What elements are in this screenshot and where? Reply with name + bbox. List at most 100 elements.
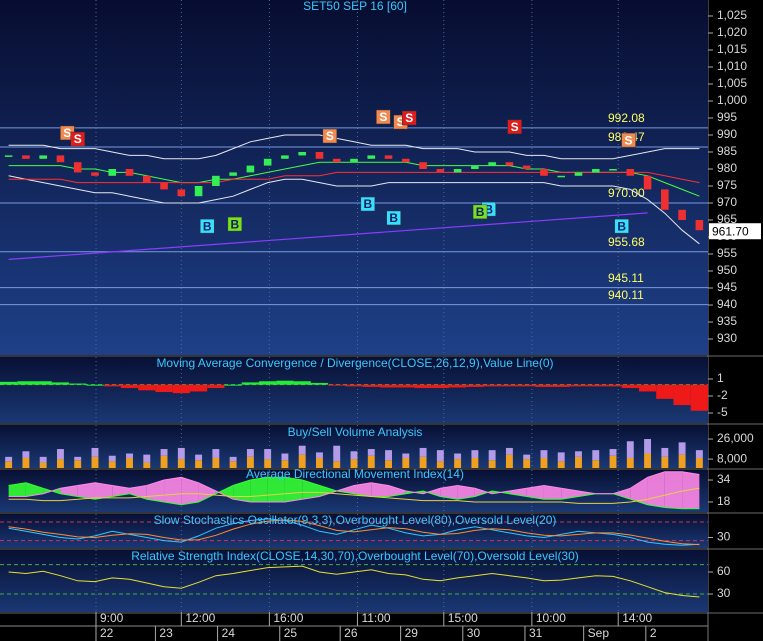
bar	[379, 384, 398, 388]
di-fill	[284, 477, 303, 502]
volume-bar	[74, 456, 82, 461]
panel-title: Buy/Sell Volume Analysis	[288, 425, 423, 439]
bar	[518, 384, 536, 387]
bar	[276, 380, 294, 385]
signal-label: B	[476, 205, 485, 219]
bar	[0, 381, 18, 385]
volume-bar	[523, 454, 531, 460]
di-fill	[613, 488, 631, 500]
day-tick-label: 29	[405, 626, 419, 640]
volume-bar	[644, 439, 652, 454]
bar	[103, 384, 121, 387]
day-tick-label: 23	[159, 626, 173, 640]
bar	[172, 384, 190, 394]
y-tick-label: 60	[717, 564, 731, 578]
y-tick-label: 1,010	[717, 59, 747, 73]
signal-label: S	[397, 115, 405, 129]
y-tick-label: 930	[717, 331, 737, 345]
signal-marker	[70, 131, 85, 147]
signal-marker	[402, 110, 417, 126]
y-tick-label: 1,005	[717, 76, 747, 90]
y-tick-label: 1,000	[717, 93, 747, 107]
bar	[431, 384, 449, 389]
candle	[4, 155, 13, 157]
bar	[656, 384, 674, 399]
volume-bar	[195, 454, 203, 461]
di-fill	[181, 477, 199, 505]
candle	[695, 220, 704, 231]
volume-bar	[229, 461, 237, 468]
volume-bar	[126, 453, 133, 458]
panel-title: Average Directional Movement Index(14)	[246, 467, 464, 481]
volume-bar	[626, 441, 634, 458]
candle	[557, 175, 566, 178]
di-fill	[388, 485, 406, 497]
di-fill	[371, 482, 389, 497]
di-fill	[354, 482, 372, 497]
volume-bar	[298, 454, 306, 468]
volume-bar	[402, 457, 410, 468]
candle	[281, 155, 289, 159]
bar	[120, 384, 139, 389]
signal-label: S	[326, 129, 334, 143]
y-tick-label: 30	[717, 530, 731, 544]
volume-bar	[126, 457, 133, 468]
volume-bar	[505, 454, 513, 468]
candle	[315, 151, 324, 159]
di-fill	[8, 482, 26, 497]
di-fill	[561, 488, 579, 500]
y-tick-label: 1,015	[717, 42, 747, 56]
volume-bar	[419, 456, 427, 468]
di-fill	[302, 480, 320, 500]
panel-background	[0, 0, 708, 355]
volume-bar	[281, 453, 289, 461]
volume-bar	[160, 449, 168, 456]
series-line	[8, 565, 700, 598]
volume-bar	[56, 459, 64, 468]
y-tick-label: 985	[717, 144, 737, 158]
y-tick-label: 34	[717, 472, 731, 486]
volume-bar	[488, 460, 496, 468]
x-tick-label: 15:00	[448, 611, 478, 625]
di-fill	[60, 485, 78, 497]
volume-bar	[108, 461, 116, 468]
volume-bar	[367, 449, 375, 456]
signal-marker	[472, 204, 488, 220]
y-tick-label: 990	[717, 127, 737, 141]
y-tick-label: 1	[717, 371, 724, 385]
bar	[569, 384, 588, 387]
candle	[522, 165, 531, 169]
signal-label: B	[389, 211, 398, 225]
volume-bar	[661, 447, 669, 457]
di-fill	[664, 471, 683, 509]
y-tick-label: 8,000	[717, 451, 747, 465]
y-tick-label: 995	[717, 110, 737, 124]
y-tick-label: 970	[717, 195, 737, 209]
volume-bar	[471, 450, 479, 458]
signal-label: B	[203, 219, 212, 233]
candle	[212, 175, 220, 187]
series-line	[8, 476, 700, 510]
bar	[224, 384, 242, 386]
series-line	[8, 175, 700, 245]
price-level-label: 945.11	[608, 271, 644, 285]
volume-bar	[56, 449, 64, 460]
signal-marker	[386, 210, 401, 226]
volume-bar	[22, 451, 30, 458]
signal-marker	[614, 218, 629, 234]
day-tick-label: 24	[222, 626, 236, 640]
volume-bar	[419, 447, 427, 457]
candle	[298, 151, 306, 156]
volume-bar	[557, 452, 565, 462]
bar	[189, 384, 208, 392]
di-fill	[112, 485, 130, 497]
candle	[108, 168, 117, 176]
bar	[397, 384, 415, 388]
panel-title: Relative Strength Index(CLOSE,14,30,70),…	[131, 549, 579, 563]
candle	[471, 165, 479, 169]
signal-marker	[621, 132, 636, 148]
panel	[0, 425, 708, 468]
signal-label: S	[405, 111, 413, 125]
candle	[505, 162, 514, 166]
volume-bar	[454, 453, 462, 460]
